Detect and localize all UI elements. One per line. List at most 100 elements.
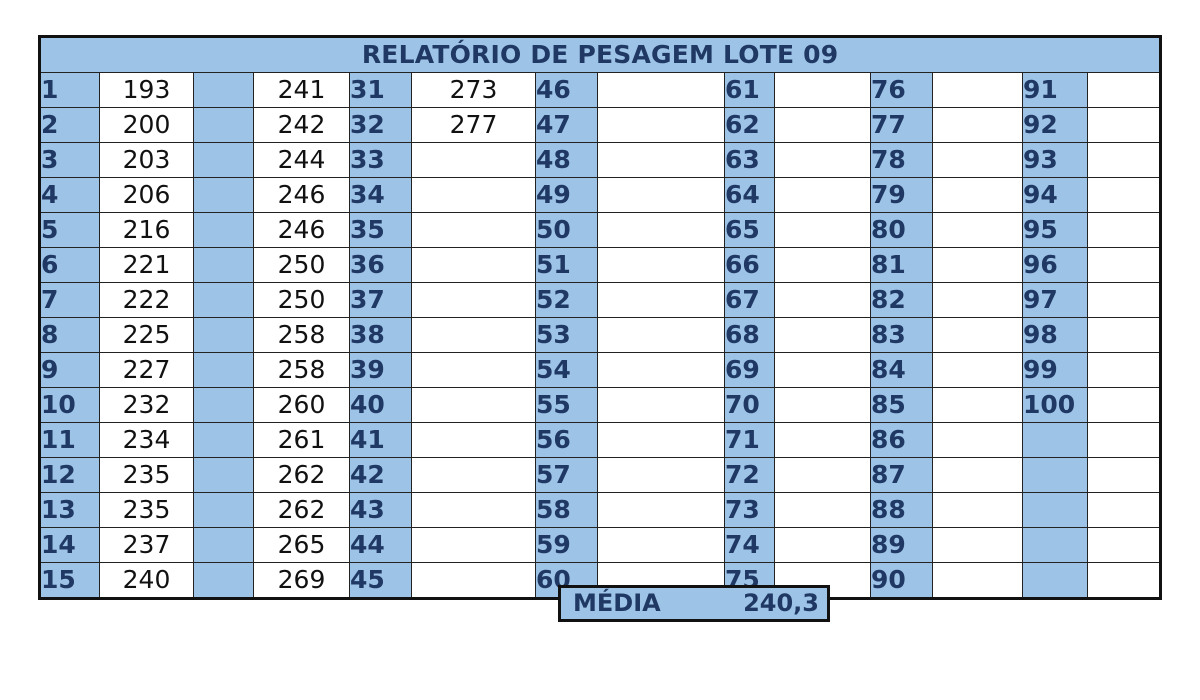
row-number-cell: 66 (724, 247, 775, 283)
row-number-cell: 83 (870, 317, 933, 353)
weight-cell: 258 (253, 352, 350, 388)
row-number-cell: 69 (724, 352, 775, 388)
weight-cell: 206 (99, 177, 194, 213)
weight-cell (1086, 527, 1162, 563)
weight-cell (932, 177, 1023, 213)
weight-cell (597, 142, 725, 178)
row-number-cell: 68 (724, 317, 775, 353)
average-label: MÉDIA (573, 589, 661, 617)
row-number-cell: 89 (870, 527, 933, 563)
row-number-cell: 74 (724, 527, 775, 563)
row-number-cell: 9 (39, 352, 100, 388)
weight-cell (774, 282, 871, 318)
row-number-cell: 100 (1022, 387, 1088, 423)
row-number-cell: 4 (39, 177, 100, 213)
row-number-cell: 94 (1022, 177, 1088, 213)
weight-cell (774, 177, 871, 213)
weight-cell (1086, 492, 1162, 528)
row-number-cell: 6 (39, 247, 100, 283)
row-number-cell: 56 (535, 422, 598, 458)
row-number-cell: 96 (1022, 247, 1088, 283)
row-number-cell: 79 (870, 177, 933, 213)
weight-cell: 242 (253, 107, 350, 143)
weight-cell (774, 107, 871, 143)
row-number-cell: 58 (535, 492, 598, 528)
row-number-cell: 3 (39, 142, 100, 178)
weight-cell (932, 387, 1023, 423)
weight-cell (932, 142, 1023, 178)
weight-cell (1086, 72, 1162, 108)
row-number-cell: 98 (1022, 317, 1088, 353)
weight-cell (411, 422, 536, 458)
table-row: 2 200 242 32 277 47 62 77 92 (39, 107, 1162, 143)
weight-cell (411, 142, 536, 178)
weight-cell (597, 247, 725, 283)
row-number-cell: 37 (349, 282, 412, 318)
table-row: 3 203 244 33 48 63 78 93 (39, 142, 1162, 178)
title-row: RELATÓRIO DE PESAGEM LOTE 09 (38, 36, 1162, 73)
row-number-cell (193, 107, 254, 143)
weight-cell: 262 (253, 492, 350, 528)
weight-cell (1086, 177, 1162, 213)
weight-cell: 250 (253, 282, 350, 318)
row-number-cell: 63 (724, 142, 775, 178)
row-number-cell: 49 (535, 177, 598, 213)
weight-cell (932, 422, 1023, 458)
row-number-cell: 2 (39, 107, 100, 143)
weight-cell (1086, 247, 1162, 283)
row-number-cell (193, 352, 254, 388)
weight-cell (597, 72, 725, 108)
row-number-cell: 35 (349, 212, 412, 248)
row-number-cell: 59 (535, 527, 598, 563)
weight-cell (932, 317, 1023, 353)
row-number-cell: 81 (870, 247, 933, 283)
weight-cell (597, 492, 725, 528)
table-row: 12 235 262 42 57 72 87 (39, 457, 1162, 493)
row-number-cell (193, 492, 254, 528)
weight-cell (411, 282, 536, 318)
weight-cell (932, 247, 1023, 283)
row-number-cell: 57 (535, 457, 598, 493)
weight-cell: 193 (99, 72, 194, 108)
row-number-cell (193, 212, 254, 248)
table-row: 11 234 261 41 56 71 86 (39, 422, 1162, 458)
average-value: 240,3 (743, 589, 819, 617)
weight-cell: 200 (99, 107, 194, 143)
table-row: 1 193 241 31 273 46 61 76 91 (39, 72, 1162, 108)
weight-cell: 237 (99, 527, 194, 563)
row-number-cell: 99 (1022, 352, 1088, 388)
table-row: 8 225 258 38 53 68 83 98 (39, 317, 1162, 353)
row-number-cell: 95 (1022, 212, 1088, 248)
table-row: 5 216 246 35 50 65 80 95 (39, 212, 1162, 248)
row-number-cell: 67 (724, 282, 775, 318)
weight-cell (932, 352, 1023, 388)
row-number-cell (193, 247, 254, 283)
weight-cell: 216 (99, 212, 194, 248)
row-number-cell (193, 562, 254, 599)
row-number-cell: 73 (724, 492, 775, 528)
weight-cell (1086, 457, 1162, 493)
weight-cell (1086, 212, 1162, 248)
row-number-cell: 61 (724, 72, 775, 108)
row-number-cell (193, 177, 254, 213)
weight-cell (597, 282, 725, 318)
row-number-cell (193, 317, 254, 353)
row-number-cell: 54 (535, 352, 598, 388)
weight-cell (932, 282, 1023, 318)
row-number-cell: 31 (349, 72, 412, 108)
weight-cell (597, 352, 725, 388)
row-number-cell (193, 387, 254, 423)
weight-cell (1086, 422, 1162, 458)
weight-cell: 221 (99, 247, 194, 283)
weight-cell (411, 387, 536, 423)
weight-cell (597, 107, 725, 143)
row-number-cell: 64 (724, 177, 775, 213)
row-number-cell: 42 (349, 457, 412, 493)
weight-cell (774, 492, 871, 528)
weight-cell: 244 (253, 142, 350, 178)
weight-cell: 277 (411, 107, 536, 143)
weight-cell (597, 527, 725, 563)
row-number-cell: 15 (39, 562, 100, 599)
weight-cell (1086, 387, 1162, 423)
weight-cell (411, 177, 536, 213)
